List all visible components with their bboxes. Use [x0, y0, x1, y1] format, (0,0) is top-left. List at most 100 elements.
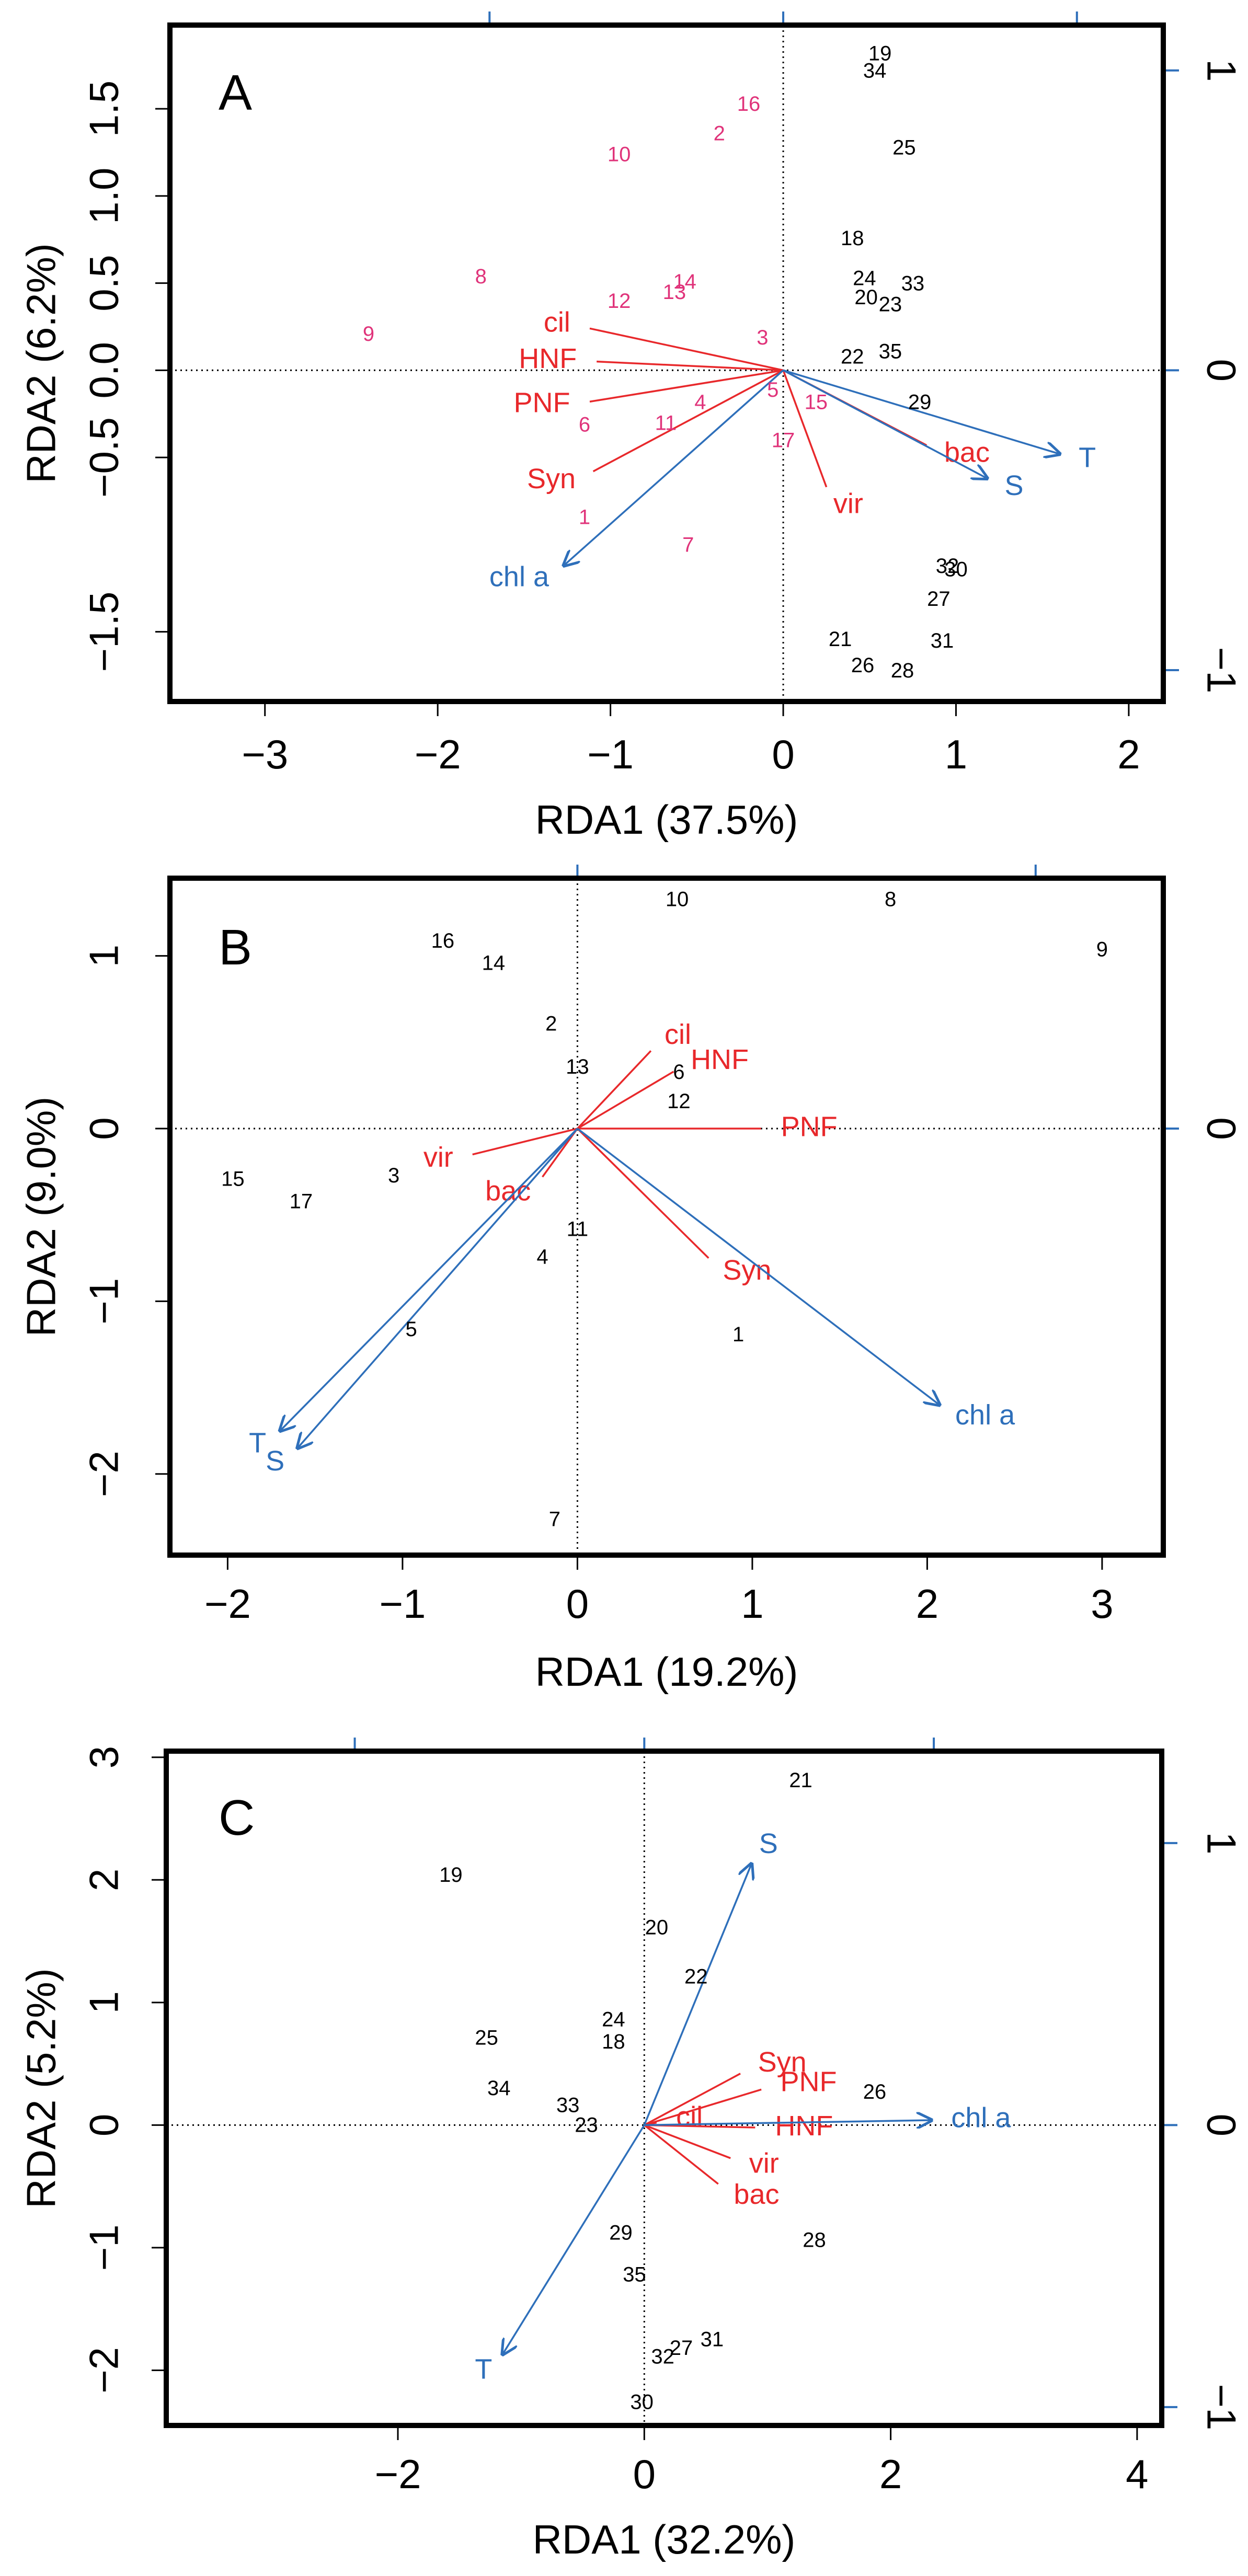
vector-label-s: S — [1005, 470, 1024, 501]
vector-arrow-hnf — [597, 360, 784, 372]
sample-label: 32 — [651, 2345, 674, 2368]
sample-label: 11 — [655, 411, 677, 434]
x-tick-label: −2 — [415, 731, 461, 777]
vector-arrow-s — [297, 1128, 578, 1448]
sample-label: 6 — [673, 1061, 684, 1084]
x-axis-title: RDA1 (19.2%) — [535, 1649, 798, 1695]
sample-label: 5 — [767, 378, 778, 401]
plot-frame — [167, 22, 1166, 704]
sample-label: 30 — [630, 2390, 654, 2413]
vector-arrow-syn — [577, 1128, 709, 1259]
vector-label-vir: vir — [423, 1142, 453, 1173]
sample-label: 26 — [863, 2080, 887, 2103]
vector-arrow-vir — [782, 370, 828, 488]
vector-arrow-syn — [644, 2073, 741, 2126]
sample-label: 9 — [363, 323, 374, 346]
x-tick-label: 2 — [879, 2451, 902, 2497]
x-tick-label: −1 — [587, 731, 634, 777]
sample-label: 10 — [666, 888, 689, 911]
sample-label: 23 — [879, 293, 902, 316]
x-tick-label: 2 — [1117, 731, 1140, 777]
sample-label: 29 — [609, 2222, 633, 2245]
vector-label-t: T — [475, 2354, 492, 2385]
x-tick-label: −2 — [375, 2451, 421, 2497]
vector-label-cil: cil — [665, 1019, 691, 1050]
y-tick-label: 0 — [81, 1117, 127, 1140]
vector-label-bac: bac — [485, 1176, 531, 1207]
x-tick-label: 4 — [1126, 2451, 1148, 2497]
sample-label: 15 — [805, 390, 828, 413]
y-tick-label: −1 — [81, 1278, 127, 1325]
y-tick-label: 1.0 — [81, 168, 127, 224]
sample-label: 30 — [944, 558, 968, 581]
y-tick-label: −0.5 — [81, 417, 127, 498]
sample-label: 22 — [684, 1965, 708, 1988]
sample-label: 27 — [670, 2337, 693, 2360]
sample-label: 26 — [851, 654, 875, 677]
sample-label: 22 — [841, 346, 864, 369]
vector-arrow-s — [783, 369, 987, 478]
x-tick-label: 0 — [566, 1581, 589, 1627]
vector-label-cil: cil — [544, 307, 570, 338]
x-tick-label: 3 — [1091, 1581, 1113, 1627]
right-axis-tick-label: 0 — [1198, 1117, 1244, 1140]
sample-label: 33 — [556, 2094, 580, 2117]
vector-arrow-chl-a — [564, 370, 784, 566]
sample-label: 11 — [567, 1217, 589, 1240]
sample-label: 21 — [829, 628, 852, 651]
y-tick-label: 0.0 — [81, 342, 127, 398]
x-tick-label: −1 — [379, 1581, 426, 1627]
vector-arrow-pnf — [644, 2088, 762, 2126]
sample-label: 8 — [475, 265, 487, 288]
y-axis-title: RDA2 (5.2%) — [18, 1968, 64, 2208]
right-axis-tick-label: −1 — [1198, 647, 1244, 694]
sample-label: 19 — [868, 42, 892, 65]
vector-arrow-t — [280, 1128, 578, 1431]
y-tick-label: −1 — [81, 2224, 127, 2271]
sample-label: 5 — [405, 1318, 417, 1341]
vector-arrow-cil — [589, 327, 784, 372]
vector-label-s: S — [266, 1445, 284, 1477]
sample-label: 12 — [608, 290, 631, 313]
vector-label-chl-a: chl a — [489, 561, 549, 592]
vector-label-hnf: HNF — [775, 2110, 833, 2142]
sample-label: 20 — [854, 286, 878, 309]
x-tick-label: 2 — [916, 1581, 938, 1627]
sample-label: 31 — [701, 2328, 724, 2351]
sample-label: 24 — [602, 2008, 625, 2031]
vector-arrow-chl-a — [577, 1128, 939, 1405]
sample-label: 4 — [536, 1245, 548, 1268]
x-tick-label: 0 — [772, 731, 794, 777]
sample-label: 3 — [388, 1164, 399, 1187]
vector-label-cil: cil — [676, 2101, 703, 2133]
sample-label: 25 — [475, 2027, 498, 2050]
sample-label: 29 — [908, 390, 932, 413]
sample-label: 7 — [549, 1508, 560, 1531]
sample-label: 33 — [901, 272, 925, 295]
sample-label: 13 — [566, 1055, 589, 1078]
sample-label: 16 — [431, 929, 455, 952]
sample-label: 31 — [931, 629, 954, 652]
vector-label-chl-a: chl a — [955, 1399, 1015, 1431]
vector-label-vir: vir — [833, 488, 863, 520]
vector-arrow-bac — [644, 2124, 719, 2185]
plot-frame — [164, 1749, 1164, 2428]
x-axis-title: RDA1 (37.5%) — [535, 797, 798, 843]
vector-arrow-hnf — [577, 1071, 674, 1130]
sample-label: 35 — [623, 2263, 646, 2286]
right-axis-tick-label: 0 — [1198, 359, 1244, 382]
x-tick-label: 1 — [741, 1581, 763, 1627]
sample-label: 19 — [439, 1864, 463, 1887]
y-tick-label: 2 — [81, 1869, 127, 1891]
vector-label-pnf: PNF — [513, 387, 570, 419]
sample-label: 6 — [579, 413, 590, 436]
panel-letter: B — [219, 919, 252, 975]
x-tick-label: −2 — [204, 1581, 251, 1627]
sample-label: 2 — [714, 122, 725, 145]
vector-label-hnf: HNF — [691, 1044, 749, 1075]
vector-arrow-bac — [542, 1128, 578, 1178]
